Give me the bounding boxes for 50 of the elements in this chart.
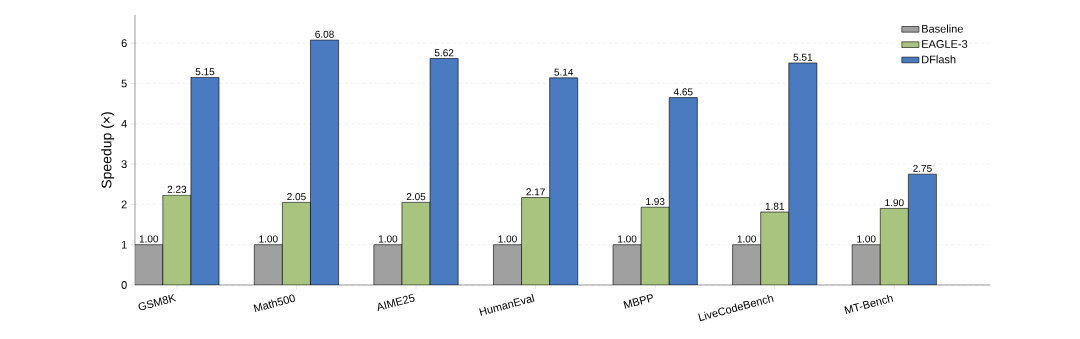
data-label: 1.90 (885, 199, 904, 207)
legend-label: EAGLE-3 (922, 40, 968, 48)
data-label: 1.93 (646, 197, 665, 206)
bar (549, 77, 578, 285)
bar (641, 207, 670, 285)
bar (788, 62, 817, 285)
data-label: 2.17 (526, 188, 545, 196)
y-tick-label: 4 (121, 120, 127, 128)
bar (190, 77, 220, 285)
bar (908, 173, 937, 285)
bar (521, 197, 550, 285)
data-label: 1.00 (737, 235, 756, 243)
data-label: 5.15 (195, 68, 215, 76)
bar (760, 212, 789, 285)
data-label: 1.00 (618, 235, 637, 243)
bar (162, 195, 191, 285)
data-label: 5.51 (793, 53, 813, 61)
x-tick-label: GSM8K (138, 293, 177, 311)
bar (669, 97, 698, 285)
x-tick-label: AIME25 (377, 293, 415, 312)
legend-label: DFlash (922, 55, 956, 64)
data-label: 5.62 (434, 49, 454, 57)
data-label: 1.00 (259, 235, 278, 243)
y-tick-label: 2 (121, 200, 127, 209)
y-tick-label: 3 (121, 160, 127, 168)
data-label: 2.23 (167, 185, 187, 193)
data-label: 5.14 (554, 68, 574, 76)
x-tick-label: MBPP (623, 294, 653, 309)
bar (879, 208, 909, 285)
data-label: 1.00 (857, 235, 876, 243)
data-label: 2.05 (287, 193, 306, 201)
data-label: 6.08 (315, 30, 334, 38)
data-label: 1.00 (378, 235, 398, 243)
data-label: 2.05 (406, 193, 426, 201)
y-tick-label: 1 (121, 240, 127, 249)
x-tick-label: Math500 (253, 294, 295, 313)
data-label: 4.65 (673, 88, 693, 96)
y-axis-title: Speedup (×) (101, 112, 115, 189)
bar (310, 39, 339, 285)
data-label: 1.00 (139, 235, 159, 243)
bar (282, 202, 311, 285)
y-tick-label: 0 (121, 281, 127, 289)
bar (430, 58, 459, 285)
data-label: 2.75 (913, 164, 932, 172)
bar (401, 202, 431, 285)
data-label: 1.81 (765, 202, 784, 210)
data-label: 1.00 (498, 235, 517, 243)
y-tick-label: 5 (121, 79, 127, 88)
y-tick-label: 6 (121, 39, 127, 48)
legend-label: Baseline (922, 24, 963, 33)
